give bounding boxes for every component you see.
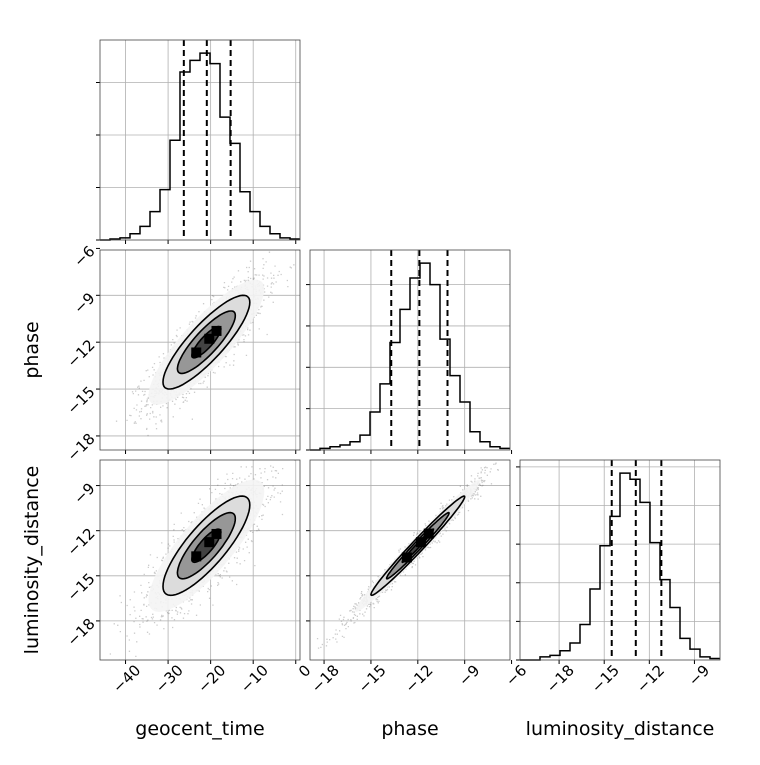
x-axis-label-geocent_time: geocent_time <box>135 718 264 740</box>
contour-line <box>176 310 237 375</box>
y-axis-label-phase: phase <box>21 321 43 378</box>
joint-panel-geocent_time-luminosity_distance <box>109 460 296 660</box>
x-tick-label: −30 <box>152 661 187 696</box>
y-tick-label: −6 <box>70 242 98 270</box>
labels: −40 −30 −20 −10 0−18 −15 −12 −9 −6 −18 −15 −12 −9−18… <box>21 242 714 740</box>
x-tick-label: −18 <box>543 661 578 696</box>
density-core-cell <box>415 537 426 548</box>
contour-line <box>162 294 251 390</box>
x-tick-label: −20 <box>194 661 229 696</box>
density-core-cell <box>401 552 412 563</box>
contour-line <box>370 495 466 597</box>
joint-panel-geocent_time-phase <box>115 250 300 437</box>
x-tick-label: 0 <box>295 661 314 680</box>
density-core-cell <box>211 325 222 336</box>
y-tick-label: −15 <box>63 383 98 418</box>
density-core-cell <box>204 537 215 548</box>
y-tick-label: −9 <box>70 479 98 507</box>
panel-frame-joint <box>99 459 301 661</box>
density-core-cell <box>423 528 434 539</box>
contour-line <box>176 511 237 580</box>
contour-line <box>401 528 435 564</box>
density-core-cell <box>191 347 202 358</box>
y-tick-label: −12 <box>63 524 98 559</box>
x-tick-label: −10 <box>237 661 272 696</box>
x-axis-label-phase: phase <box>381 718 438 740</box>
x-tick-label: −9 <box>685 661 713 689</box>
panel-frame-phase <box>309 249 511 451</box>
x-tick-label: −15 <box>355 661 390 696</box>
density-core-cell <box>191 551 202 562</box>
histogram-geocent_time <box>100 52 300 241</box>
data-layer <box>100 40 720 661</box>
x-tick-label: −40 <box>109 661 144 696</box>
x-tick-label: −12 <box>633 661 668 696</box>
y-tick-label: −18 <box>63 615 98 650</box>
frames <box>96 39 721 664</box>
density-core-cell <box>211 528 222 539</box>
panel-frame-geocent_time <box>99 39 301 241</box>
joint-panel-phase-luminosity_distance <box>316 462 499 649</box>
x-tick-label: −6 <box>502 661 530 689</box>
contour-line <box>162 495 251 597</box>
gridlines <box>100 40 720 660</box>
contour-line <box>385 511 450 580</box>
x-tick-label: −15 <box>588 661 623 696</box>
panel-frame-luminosity_distance <box>519 459 721 661</box>
x-tick-label: −12 <box>401 661 436 696</box>
y-tick-label: −15 <box>63 570 98 605</box>
x-axis-label-luminosity_distance: luminosity_distance <box>526 718 715 740</box>
x-tick-label: −9 <box>455 661 483 689</box>
x-tick-label: −18 <box>308 661 343 696</box>
y-axis-label-luminosity_distance: luminosity_distance <box>21 466 43 655</box>
panel-frame-joint <box>309 459 511 661</box>
histogram-phase <box>310 262 510 451</box>
contour-line <box>191 528 222 564</box>
y-tick-label: −12 <box>63 336 98 371</box>
panel-frame-joint <box>99 249 301 451</box>
contour-line <box>191 325 222 359</box>
histogram-luminosity_distance <box>520 472 720 661</box>
y-tick-label: −18 <box>63 430 98 465</box>
density-core-cell <box>204 333 215 344</box>
y-tick-label: −9 <box>70 289 98 317</box>
